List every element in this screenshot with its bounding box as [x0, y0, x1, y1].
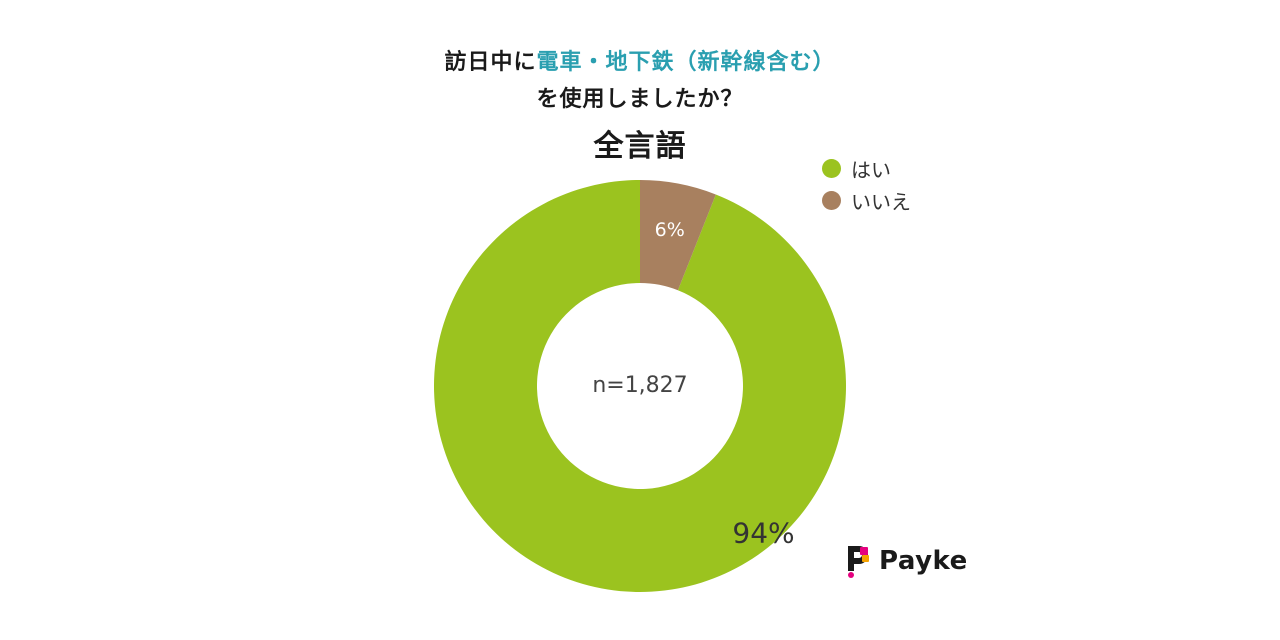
chart-subtitle: 全言語 [593, 129, 687, 164]
title-prefix: 訪日中に [444, 50, 537, 75]
legend-swatch-yes [822, 158, 841, 178]
chart-title-line1: 訪日中に電車・地下鉄（新幹線含む） [0, 48, 1280, 78]
slice-label-no: 6% [655, 219, 685, 241]
donut-slice-no [640, 180, 716, 291]
logo-text: Payke [879, 546, 968, 576]
legend-item-yes: はい [822, 152, 911, 184]
slice-label-yes: 94% [732, 516, 794, 549]
payke-logo-icon [848, 546, 869, 578]
donut-slice-yes [433, 180, 847, 592]
chart-title-line2: を使用しましたか？ [536, 87, 744, 112]
legend: はい いいえ [822, 152, 911, 216]
legend-label-yes: はい [851, 157, 891, 182]
legend-item-no: いいえ [822, 184, 911, 216]
legend-label-no: いいえ [851, 189, 911, 214]
payke-logo: Payke [845, 543, 968, 579]
legend-swatch-no [822, 190, 841, 210]
center-label: n=1,827 [592, 373, 687, 398]
title-highlight: 電車・地下鉄（新幹線含む） [536, 50, 836, 75]
